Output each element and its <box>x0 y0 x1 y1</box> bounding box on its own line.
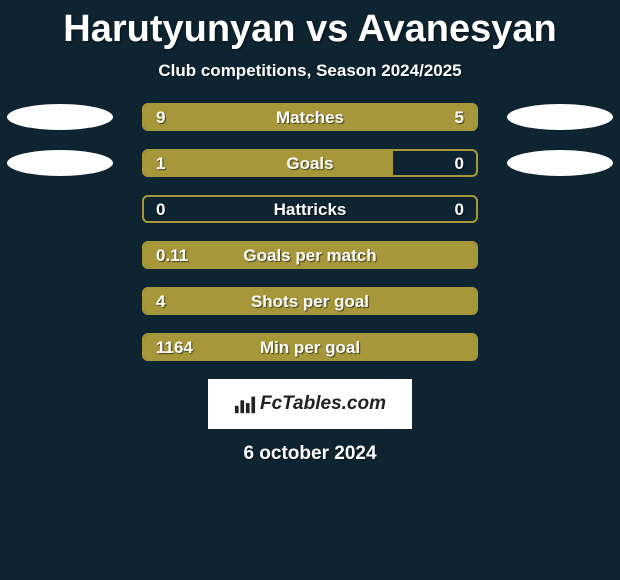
stat-row: Goals per match0.11 <box>6 241 614 271</box>
stat-row: Shots per goal4 <box>6 287 614 317</box>
stat-bar: Min per goal1164 <box>142 333 478 361</box>
bar-fill-left <box>144 289 476 313</box>
stat-bar: Goals10 <box>142 149 478 177</box>
logo-box: FcTables.com <box>208 379 412 429</box>
stat-value-right: 0 <box>455 200 464 220</box>
stat-row: Matches95 <box>6 103 614 133</box>
player-badge-right <box>507 104 613 130</box>
bar-fill-right <box>393 105 476 129</box>
page-subtitle: Club competitions, Season 2024/2025 <box>0 61 620 81</box>
stats-content: Matches95Goals10Hattricks00Goals per mat… <box>0 103 620 465</box>
logo-text: FcTables.com <box>260 393 386 415</box>
player-badge-left <box>7 150 113 176</box>
player-badge-left <box>7 104 113 130</box>
page-title: Harutyunyan vs Avanesyan <box>0 0 620 51</box>
bar-fill-left <box>144 243 476 267</box>
stat-value-left: 0 <box>156 200 165 220</box>
logo: FcTables.com <box>234 393 386 415</box>
bar-fill-left <box>144 151 393 175</box>
date-label: 6 october 2024 <box>6 443 614 465</box>
stat-bar: Matches95 <box>142 103 478 131</box>
stat-row: Goals10 <box>6 149 614 179</box>
stat-label: Hattricks <box>144 200 476 220</box>
stat-bar: Shots per goal4 <box>142 287 478 315</box>
player-badge-right <box>507 150 613 176</box>
stats-rows: Matches95Goals10Hattricks00Goals per mat… <box>6 103 614 363</box>
bar-fill-left <box>144 105 393 129</box>
stat-bar: Goals per match0.11 <box>142 241 478 269</box>
bars-icon <box>234 394 256 414</box>
stat-bar: Hattricks0 0 <box>142 195 478 223</box>
bar-fill-left <box>144 335 476 359</box>
stat-value-right: 0 <box>455 154 464 174</box>
stat-row: Hattricks0 0 <box>6 195 614 225</box>
stat-row: Min per goal1164 <box>6 333 614 363</box>
